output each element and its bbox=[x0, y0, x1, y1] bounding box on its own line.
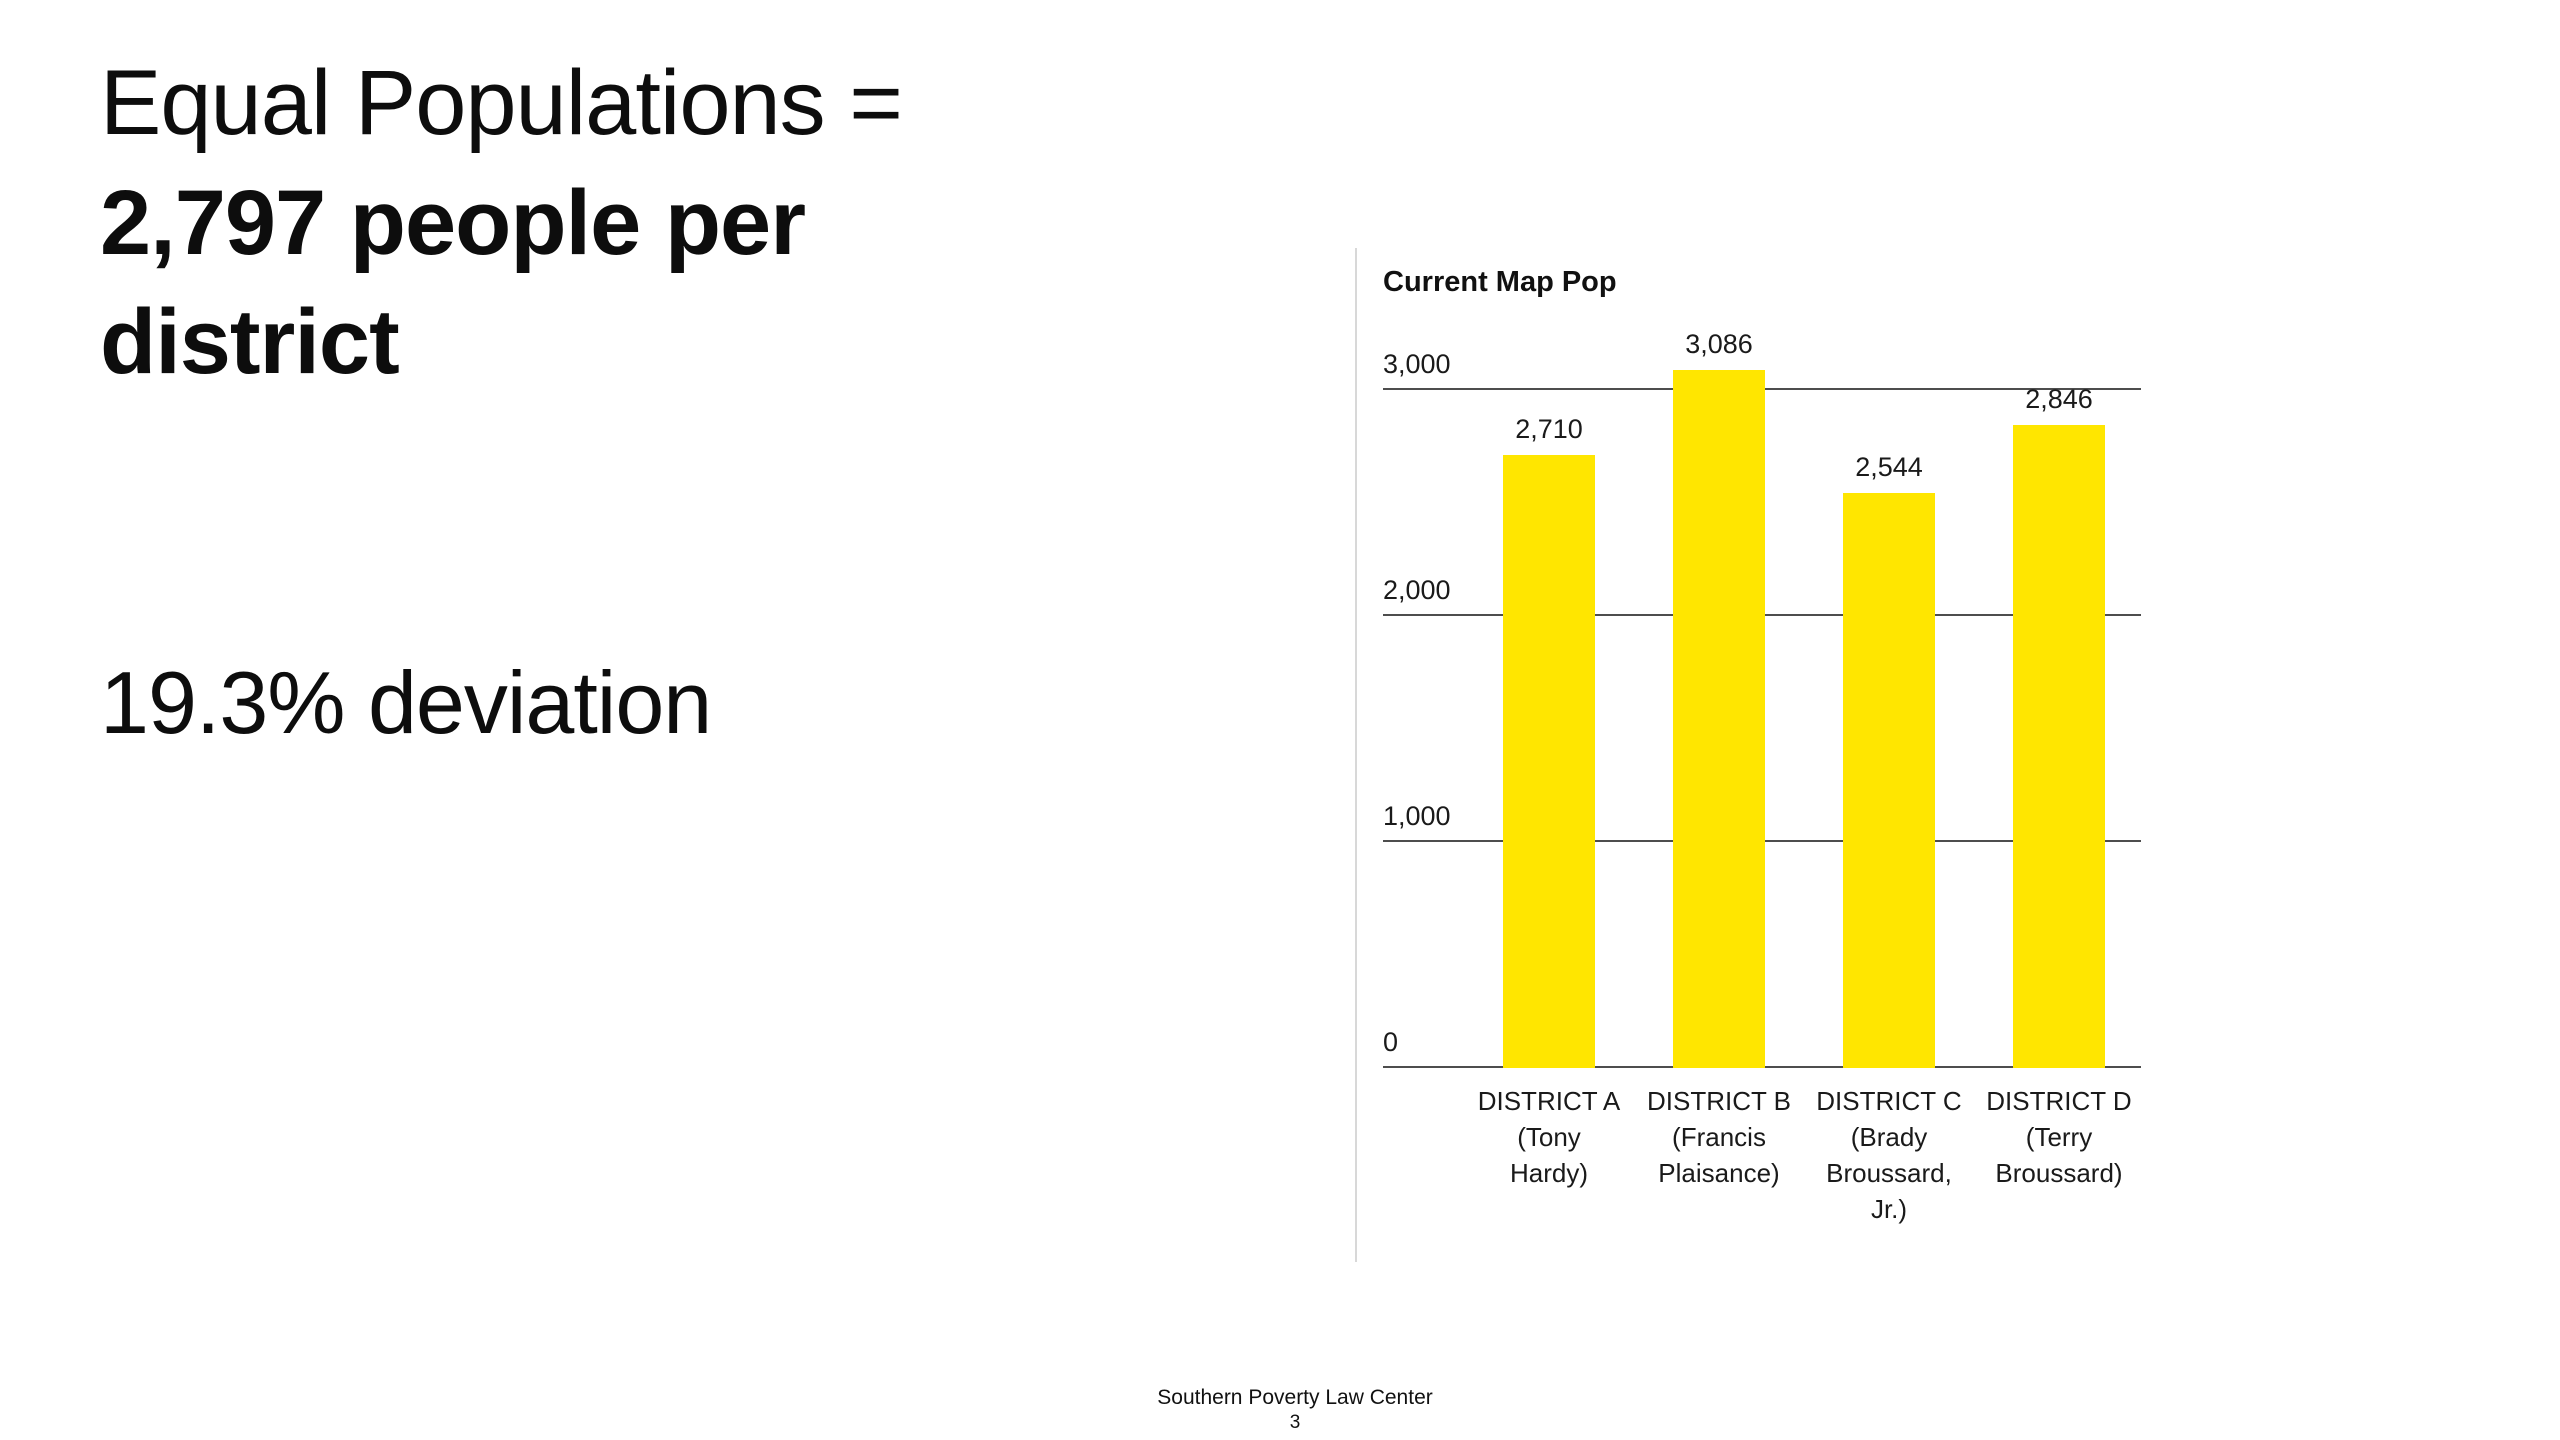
footer-text: Southern Poverty Law Center bbox=[1157, 1386, 1433, 1409]
chart-plot-area: 0 1,000 2,000 3,000 2,710 DISTRICT A (Tony Hard… bbox=[1383, 329, 2141, 1224]
category-label-1: DISTRICT A (Tony Hardy) bbox=[1464, 1084, 1634, 1192]
chart-title: Current Map Pop bbox=[1383, 266, 1617, 298]
category-label-line: Plaisance) bbox=[1658, 1157, 1780, 1188]
category-label-line: Jr.) bbox=[1870, 1193, 1908, 1224]
category-label-line: DISTRICT D bbox=[1986, 1086, 2132, 1116]
category-label-line: Broussard, bbox=[1826, 1157, 1952, 1188]
ytick-label-0: 0 bbox=[1383, 1027, 1399, 1057]
ytick-label-2,000: 2,000 bbox=[1383, 574, 1451, 605]
bar-2 bbox=[1673, 370, 1765, 1068]
category-label-line: (Brady bbox=[1850, 1121, 1928, 1152]
slide-footer: Southern Poverty Law Center 3 bbox=[1157, 1386, 1432, 1434]
title-line-1: Equal Populations = bbox=[100, 52, 903, 154]
bar-4 bbox=[2013, 424, 2105, 1068]
bar-3 bbox=[1843, 492, 1935, 1068]
bar-value-label-1: 2,710 bbox=[1515, 414, 1583, 445]
bar-chart: Current Map Pop 0 1,000 2,000 3,000 2,710 DIS… bbox=[1355, 248, 2155, 1262]
category-label-line: (Francis bbox=[1672, 1121, 1766, 1152]
title-line-2: 2,797 people per bbox=[100, 171, 806, 274]
title-line-3: district bbox=[100, 291, 400, 394]
category-label-2: DISTRICT B (Francis Plaisance) bbox=[1634, 1084, 1804, 1192]
category-label-line: DISTRICT A bbox=[1477, 1086, 1621, 1116]
slide-title: Equal Populations = 2,797 people per dis… bbox=[100, 44, 903, 403]
category-label-4: DISTRICT D (Terry Broussard) bbox=[1974, 1084, 2144, 1192]
category-label-3: DISTRICT C (Brady Broussard, Jr.) bbox=[1804, 1084, 1974, 1228]
category-label-line: (Tony bbox=[1517, 1121, 1581, 1152]
bar-value-label-2: 3,086 bbox=[1685, 329, 1753, 360]
deviation-text: 19.3% deviation bbox=[100, 653, 712, 752]
page-number: 3 bbox=[1289, 1412, 1301, 1433]
bar-value-label-3: 2,544 bbox=[1855, 451, 1923, 482]
ytick-label-3,000: 3,000 bbox=[1383, 348, 1451, 379]
category-label-line: Hardy) bbox=[1509, 1157, 1588, 1188]
category-label-line: DISTRICT B bbox=[1647, 1086, 1791, 1116]
bar-1 bbox=[1503, 455, 1595, 1068]
ytick-label-1,000: 1,000 bbox=[1383, 800, 1451, 831]
category-label-line: Broussard) bbox=[1995, 1157, 2123, 1188]
bar-value-label-4: 2,846 bbox=[2025, 383, 2093, 414]
category-label-line: (Terry bbox=[2025, 1121, 2093, 1152]
category-label-line: DISTRICT C bbox=[1816, 1086, 1962, 1116]
